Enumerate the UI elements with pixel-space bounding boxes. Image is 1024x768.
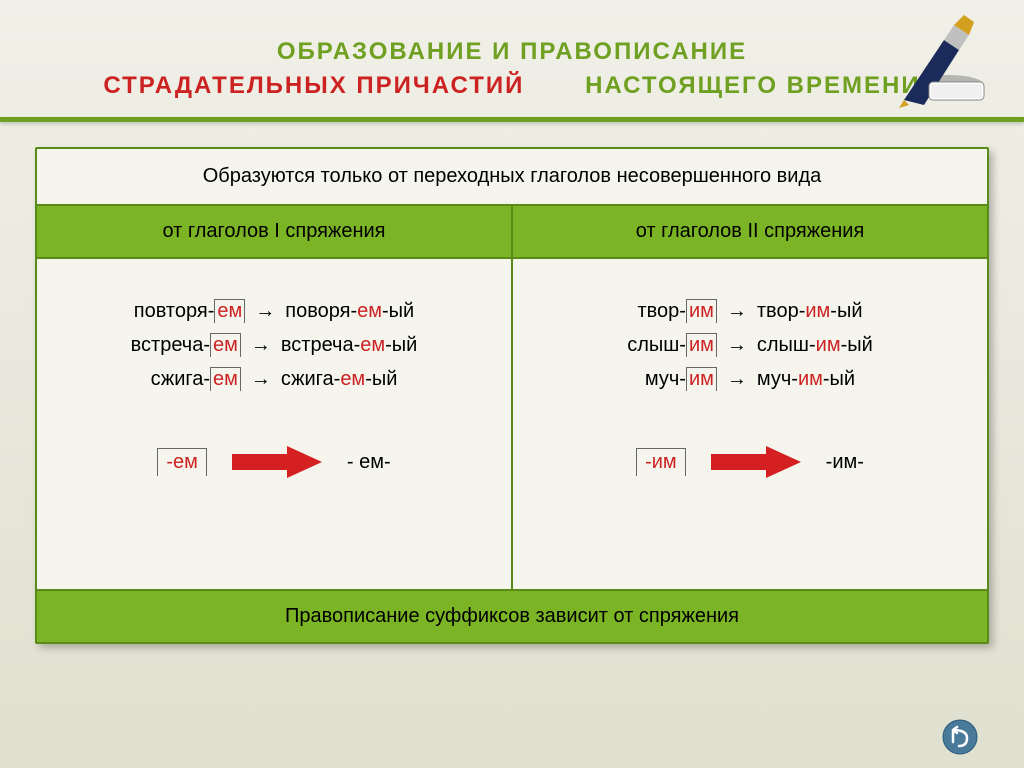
conj-2-examples: твор-им→твор-им-ый слыш-им→слыш-им-ый муч-… [513,259,987,589]
examples-row: повторя-ем→поворя-ем-ый встреча-ем→встреч… [37,259,987,589]
suffix-from-left: -ем [157,448,207,476]
formation-note: Образуются только от переходных глаголов… [37,149,987,206]
title-green-part: НАСТОЯЩЕГО ВРЕМЕНИ [533,72,921,99]
conj-1-examples: повторя-ем→поворя-ем-ый встреча-ем→встреч… [37,259,513,589]
header-conj-2: от глаголов II спряжения [513,206,987,257]
suffix-to-left: - ем- [347,451,391,474]
spelling-rule: Правописание суффиксов зависит от спряже… [37,589,987,642]
header-conj-1: от глаголов I спряжения [37,206,513,257]
suffix-map-right: -им -им- [533,446,967,478]
example-line: сжига-ем→сжига-ем-ый [57,367,491,391]
suffix-map-left: -ем - ем- [57,446,491,478]
title-line2: СТРАДАТЕЛЬНЫХ ПРИЧАСТИЙ НАСТОЯЩЕГО ВРЕМЕ… [20,69,1004,103]
content-table: Образуются только от переходных глаголов… [35,147,989,644]
example-line: твор-им→твор-им-ый [533,299,967,323]
title-red-part: СТРАДАТЕЛЬНЫХ ПРИЧАСТИЙ [103,72,524,99]
slide-title: ОБРАЗОВАНИЕ И ПРАВОПИСАНИЕ СТРАДАТЕЛЬНЫХ… [0,0,1024,117]
header-divider [0,117,1024,122]
arrow-icon [232,446,322,478]
example-line: слыш-им→слыш-им-ый [533,333,967,357]
example-line: повторя-ем→поворя-ем-ый [57,299,491,323]
back-button[interactable] [941,718,979,756]
suffix-to-right: -им- [826,451,864,474]
example-line: муч-им→муч-им-ый [533,367,967,391]
suffix-from-right: -им [636,448,686,476]
arrow-icon [711,446,801,478]
title-line1: ОБРАЗОВАНИЕ И ПРАВОПИСАНИЕ [20,35,1004,69]
pen-icon [874,10,994,110]
example-line: встреча-ем→встреча-ем-ый [57,333,491,357]
conjugation-headers: от глаголов I спряжения от глаголов II с… [37,206,987,259]
